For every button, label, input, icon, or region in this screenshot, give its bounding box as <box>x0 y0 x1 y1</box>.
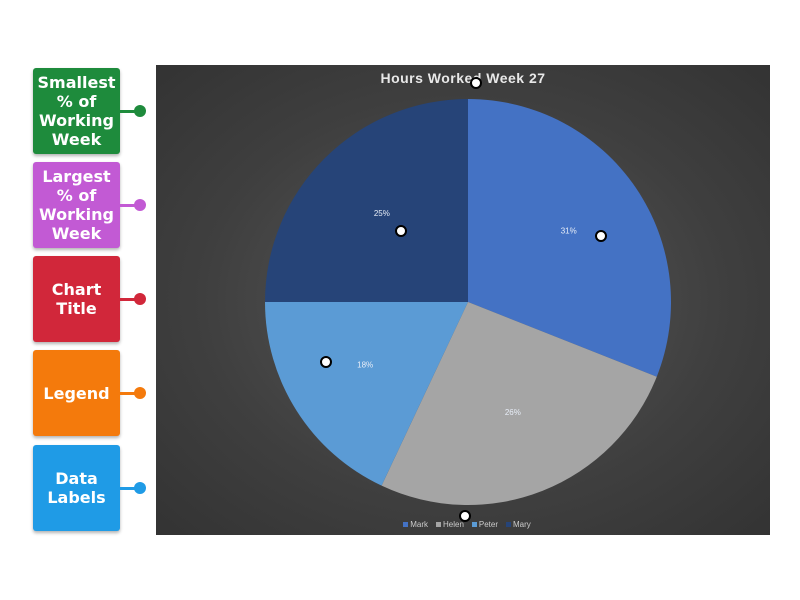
legend-swatch <box>435 522 441 527</box>
legend-entry: Mark <box>410 520 428 529</box>
pie-chart: 31% 26% 18% 25% <box>265 99 671 505</box>
connector-dot[interactable] <box>134 482 146 494</box>
connector-dot[interactable] <box>134 105 146 117</box>
pie-slice-mark <box>468 99 671 377</box>
connector-dot[interactable] <box>134 199 146 211</box>
drop-target-pin[interactable] <box>470 77 482 89</box>
connector-line <box>120 392 138 395</box>
data-label: 31% <box>561 227 577 236</box>
legend-swatch <box>471 522 477 527</box>
connector-line <box>120 204 138 207</box>
connector-dot[interactable] <box>134 387 146 399</box>
data-label: 26% <box>505 408 521 417</box>
drop-target-pin[interactable] <box>595 230 607 242</box>
data-label: 18% <box>357 360 373 369</box>
legend-entry: Peter <box>478 520 499 529</box>
legend-swatch <box>403 522 409 527</box>
legend-entry: Mary <box>513 520 531 529</box>
drop-target-pin[interactable] <box>320 356 332 368</box>
label-tile[interactable]: Smallest % of Working Week <box>33 68 120 154</box>
connector-line <box>120 110 138 113</box>
chart-area: Hours Worked Week 27 31% 26% 18% 25% Mark He… <box>156 65 770 535</box>
label-tile[interactable]: Chart Title <box>33 256 120 342</box>
connector-dot[interactable] <box>134 293 146 305</box>
label-tile[interactable]: Data Labels <box>33 445 120 531</box>
legend-swatch <box>506 522 512 527</box>
pie-slice-peter <box>265 302 468 486</box>
label-tile[interactable]: Largest % of Working Week <box>33 162 120 248</box>
connector-line <box>120 298 138 301</box>
data-label: 25% <box>374 209 390 218</box>
drop-target-pin[interactable] <box>459 510 471 522</box>
legend-entry: Helen <box>442 520 464 529</box>
chart-title: Hours Worked Week 27 <box>380 70 546 86</box>
drop-target-pin[interactable] <box>395 225 407 237</box>
pie-slice-mary <box>265 99 468 302</box>
pie-slice-helen <box>381 302 657 505</box>
label-tile[interactable]: Legend <box>33 350 120 436</box>
connector-line <box>120 487 138 490</box>
legend: Mark Helen Peter Mary <box>156 520 770 529</box>
